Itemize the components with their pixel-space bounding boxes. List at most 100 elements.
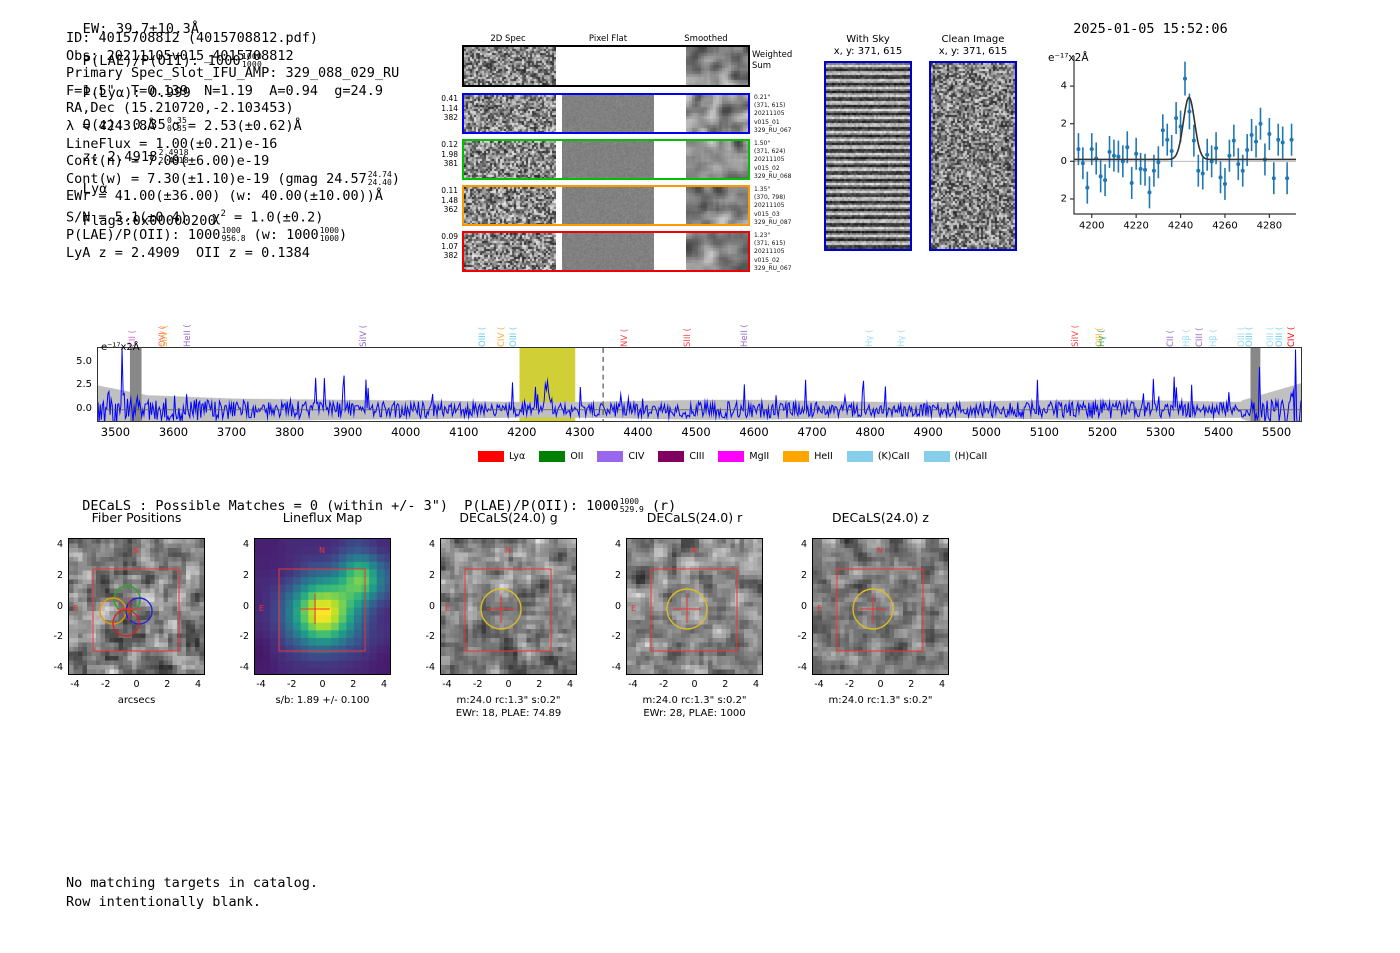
spec2d-weighted-sum-row — [462, 45, 750, 87]
cutout-y-tick: -2 — [797, 631, 807, 643]
cutout-y-tick: 4 — [428, 539, 435, 550]
cutout-y-tick: -4 — [611, 662, 621, 673]
cutout-panel-caption: arcsecs — [117, 695, 156, 706]
cutout-panel-caption: m:24.0 rc:1.3" s:0.2" EWr: 28, PLAE: 1000 — [642, 695, 747, 719]
spec2d-row — [462, 93, 750, 134]
emission-line-label: OIII ( — [1274, 326, 1285, 347]
spectrum-x-tick: 3800 — [274, 425, 305, 439]
spectrum-legend-item: Lyα — [478, 451, 525, 462]
spectrum-unit-label: e⁻¹⁷x2Å — [101, 342, 140, 353]
cutout-y-tick: -4 — [239, 662, 249, 673]
decals-header: DECaLS : Possible Matches = 0 (within +/… — [82, 497, 677, 515]
cutout-x-tick: -4 — [442, 679, 452, 690]
emission-line-label: CIII ( — [1194, 327, 1205, 347]
spectrum-x-tick: 3700 — [216, 425, 247, 439]
spectrum-x-tick: 4800 — [855, 425, 885, 439]
footer-note: No matching targets in catalog. Row inte… — [66, 874, 318, 912]
cutout-y-tick: 0 — [614, 600, 621, 612]
top-cutout-image — [824, 61, 912, 251]
cutout-x-tick: -2 — [473, 679, 483, 690]
emission-line-label: CIV ( — [497, 326, 508, 347]
cutout-y-tick: 4 — [242, 539, 249, 550]
spec2d-title-smoothed: Smoothed — [684, 34, 728, 44]
cutout-x-tick: 2 — [722, 679, 729, 690]
cutout-x-tick: 2 — [164, 679, 171, 690]
legend-label: (K)CaII — [877, 451, 910, 462]
spectrum-legend-item: OII — [539, 451, 583, 462]
info-plae: P(LAE)/P(OII): 1000 1000 956.8 (w: 1000 100… — [66, 226, 348, 244]
spec2d-weighted-sum-label: Weighted Sum — [752, 50, 793, 71]
header-species: Lyα — [82, 181, 108, 197]
cutout-y-tick: 0 — [56, 600, 63, 612]
spec2d-row-right-labels: 1.50" (371, 624) 20211105 v015_02 329_RU_068 — [754, 140, 792, 180]
cutout-y-tick: 4 — [800, 539, 807, 550]
info-radec: RA,Dec (15.210720,-2.103453) — [66, 100, 294, 117]
emission-line-label: SIII ( — [682, 328, 693, 347]
spectrum-x-tick: 4300 — [565, 425, 595, 439]
header-qz-range: 0.35 0.35 — [166, 116, 188, 133]
cutout-x-tick: 0 — [319, 679, 326, 690]
cutout-y-tick: 4 — [614, 539, 621, 550]
emission-line-label: SiIV ( — [358, 324, 369, 347]
legend-label: MgII — [749, 451, 770, 462]
cutout-x-tick: 0 — [877, 679, 884, 690]
info-lambda: λ = 4243.8Å σ = 2.53(±0.62)Å — [66, 117, 302, 134]
cutout-y-tick: 0 — [428, 600, 435, 612]
spec2d-row — [462, 185, 750, 226]
emission-line-label: OIII ( — [1245, 326, 1256, 347]
spec2d-row — [462, 231, 750, 272]
info-cont-n: Cont(n) = 7.00(±6.00)e-19 — [66, 153, 270, 170]
spectrum-y-tick: 2.5 — [76, 379, 92, 391]
cutout-grid: Fiber Positions N E -4 -2 0 2 4 4 2 0 -2 -4 arcsecs Li… — [0, 510, 1400, 730]
spec2d-title-pixelflat: Pixel Flat — [588, 34, 628, 44]
header-flags: Flags:0x00000200 — [82, 213, 216, 229]
legend-label: CIII — [689, 451, 705, 462]
spec2d-row-right-labels: 1.35" (370, 798) 20211105 v015_03 329_RU_087 — [754, 186, 792, 226]
cutout-panel-title: DECaLS(24.0) g — [459, 510, 558, 525]
cutout-y-tick: 0 — [800, 600, 807, 612]
spectrum-x-tick: 4000 — [391, 425, 421, 439]
spec2d-row-left-labels: 0.12 1.98 381 — [441, 140, 458, 169]
svg-text:E: E — [631, 604, 636, 613]
legend-swatch — [597, 451, 624, 462]
spec2d-row-right-labels: 1.23" (371, 615) 20211105 v015_02 329_RU_067 — [754, 232, 792, 272]
info-cont-w: Cont(w) = 7.30(±1.10)e-19 (gmag 24.57 24.… — [66, 169, 400, 187]
legend-swatch — [539, 451, 566, 462]
header-plae-range: 1000 1000 — [241, 52, 262, 69]
spectrum-x-tick: 4500 — [681, 425, 711, 439]
cutout-panel-caption: s/b: 1.89 +/- 0.100 — [275, 695, 370, 706]
cutout-y-tick: -2 — [425, 631, 435, 643]
cutout-y-tick: 2 — [800, 569, 807, 581]
cutout-x-tick: 4 — [194, 679, 202, 690]
info-seeing: F=1.5" T=0.139 N=1.19 A=0.94 g=24.9 — [66, 82, 383, 99]
footer-line-2: Row intentionally blank. — [66, 894, 262, 910]
spectrum-plot-area — [97, 347, 1302, 422]
svg-text:E: E — [259, 604, 264, 613]
cutout-x-tick: 0 — [691, 679, 698, 690]
svg-text:E: E — [445, 604, 450, 613]
cutout-panel-title: DECaLS(24.0) z — [832, 510, 929, 525]
spec2d-row-left-labels: 0.09 1.07 382 — [441, 232, 458, 261]
cutout-x-tick: 4 — [938, 679, 946, 690]
spectrum-x-tick: 4700 — [797, 425, 827, 439]
spectrum-x-tick: 3600 — [158, 425, 189, 439]
cutout-panel-title: Fiber Positions — [91, 510, 182, 525]
header-qz-label: Q(z): 0.35 — [82, 117, 166, 133]
cutout-y-tick: -2 — [611, 631, 621, 643]
cutout-x-tick: 2 — [536, 679, 543, 690]
top-cutout-image — [929, 61, 1017, 251]
header-ew: EW: 39.7±10.3Å — [82, 21, 200, 37]
spec2d-title-2dspec: 2D Spec — [490, 34, 526, 44]
spectrum-legend-item: CIV — [597, 451, 644, 462]
cutout-panel-title: Lineflux Map — [282, 510, 363, 525]
cutout-overlay: NE — [73, 546, 180, 652]
cutout-y-tick: 2 — [428, 569, 435, 581]
header-summary: EW: 39.7±10.3Å P(LAE)/P(OII): 1000 1000 10… — [66, 5, 262, 229]
svg-text:N: N — [691, 546, 697, 555]
cutout-overlay: NE — [259, 546, 366, 652]
cutout-y-tick: -2 — [53, 631, 63, 643]
